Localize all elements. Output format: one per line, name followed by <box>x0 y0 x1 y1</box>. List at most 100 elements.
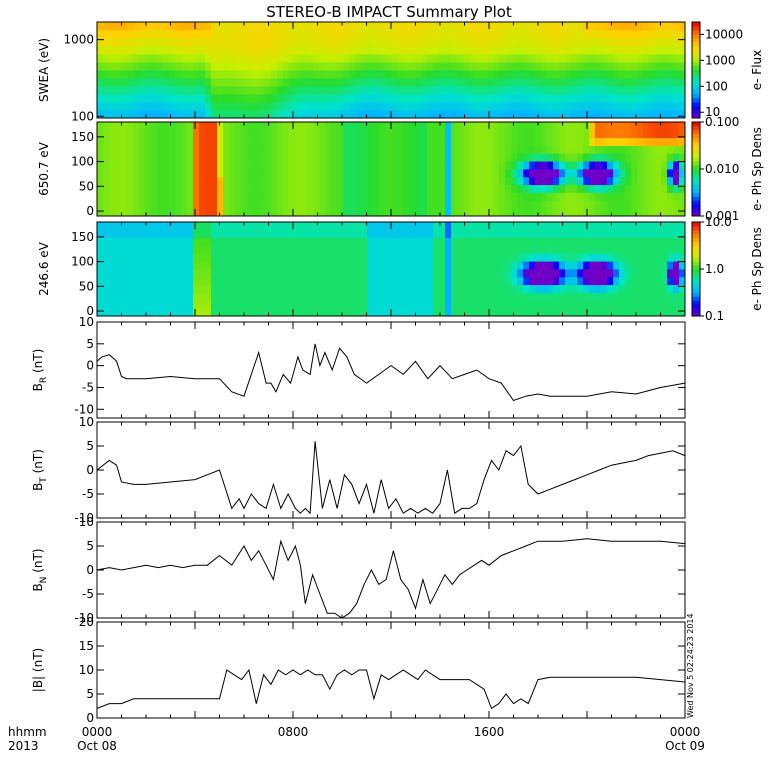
colorbar-segment <box>692 66 700 71</box>
pad246-cell <box>367 292 374 301</box>
pad246-cell <box>427 308 434 317</box>
swea-cell <box>565 78 572 87</box>
pad650-cell <box>613 137 620 146</box>
swea-cell <box>151 30 158 39</box>
pad650-cell <box>115 200 122 209</box>
swea-cell <box>649 110 656 119</box>
pad246-cell <box>163 237 170 246</box>
swea-cell <box>577 70 584 79</box>
pad650-cell <box>373 122 380 131</box>
pad650-cell <box>175 208 182 217</box>
pad650-cell <box>367 208 374 217</box>
pad650-cell <box>115 122 122 131</box>
pad650-cell <box>193 153 200 162</box>
pad246-cell <box>253 237 260 246</box>
swea-cell <box>373 86 380 95</box>
swea-cell <box>607 102 614 111</box>
pad246-cell <box>211 222 218 231</box>
pad246-cell <box>463 253 470 262</box>
swea-cell <box>571 102 578 111</box>
pad246-cell <box>169 300 176 309</box>
pad650-cell <box>481 184 488 193</box>
pad650-cell <box>559 184 566 193</box>
colorbar-segment <box>692 137 700 142</box>
pad650-cell <box>169 192 176 201</box>
swea-cell <box>571 62 578 71</box>
pad650-cell <box>325 145 332 154</box>
pad650-cell <box>433 145 440 154</box>
colorbar-segment <box>692 149 700 154</box>
swea-cell <box>295 86 302 95</box>
swea-cell <box>337 78 344 87</box>
pad246-cell <box>355 245 362 254</box>
swea-cell <box>343 30 350 39</box>
x-tick-label: 1600 <box>474 725 505 739</box>
pad650-cell <box>601 192 608 201</box>
pad246-cell <box>103 284 110 293</box>
pad650-cell <box>553 153 560 162</box>
pad650-cell <box>193 184 200 193</box>
pad246-cell <box>187 308 194 317</box>
pad650-cell <box>457 153 464 162</box>
swea-cell <box>163 38 170 47</box>
pad246-cell <box>535 222 542 231</box>
component-subscript: R <box>39 377 49 383</box>
pad246-cell <box>343 269 350 278</box>
pad650-cell <box>259 122 266 131</box>
pad246-cell <box>607 261 614 270</box>
pad246-cell <box>259 308 266 317</box>
pad246-cell <box>331 222 338 231</box>
pad650-cell <box>145 122 152 131</box>
swea-cell <box>271 94 278 103</box>
swea-cell <box>421 94 428 103</box>
pad650-cell <box>469 208 476 217</box>
pad246-cell <box>481 253 488 262</box>
pad246-cell <box>439 292 446 301</box>
pad650-cell <box>163 129 170 139</box>
pad246-cell <box>427 300 434 309</box>
pad246-cell <box>445 253 452 262</box>
pad246-cell <box>235 229 242 239</box>
pad246-cell <box>391 245 398 254</box>
pad246-cell <box>193 269 200 278</box>
pad246-cell <box>385 245 392 254</box>
swea-cell <box>379 38 386 47</box>
pad246-cell <box>445 300 452 309</box>
pad650-cell <box>571 184 578 193</box>
pad650-cell <box>373 208 380 217</box>
pad246-cell <box>205 276 212 286</box>
pad650-cell <box>583 145 590 154</box>
pad650-cell <box>199 208 206 217</box>
swea-cell <box>223 78 230 87</box>
swea-cell <box>601 70 608 79</box>
x-tick-label: 0800 <box>278 725 309 739</box>
pad650-cell <box>241 176 248 186</box>
swea-cell <box>217 78 224 87</box>
pad246-cell <box>427 229 434 239</box>
swea-cell <box>577 110 584 119</box>
pad650-cell <box>577 153 584 162</box>
pad246-cell <box>103 269 110 278</box>
pad246-cell <box>571 292 578 301</box>
swea-cell <box>427 38 434 47</box>
swea-cell <box>379 46 386 55</box>
pad246-cell <box>139 308 146 317</box>
pad650-cell <box>265 122 272 131</box>
swea-cell <box>127 86 134 95</box>
pad246-cell <box>565 308 572 317</box>
pad246-cell <box>259 292 266 301</box>
pad246-cell <box>331 284 338 293</box>
pad246-cell <box>127 237 134 246</box>
pad246-cell <box>595 292 602 301</box>
swea-cell <box>619 110 626 119</box>
pad246-cell <box>649 308 656 317</box>
swea-cell <box>613 62 620 71</box>
pad650-cell <box>421 200 428 209</box>
pad650-cell <box>271 184 278 193</box>
pad246-cell <box>457 237 464 246</box>
colorbar-segment <box>692 237 700 242</box>
pad650-cell <box>421 137 428 146</box>
pad246-cell <box>217 292 224 301</box>
pad650-cell <box>481 161 488 170</box>
swea-cell <box>415 30 422 39</box>
